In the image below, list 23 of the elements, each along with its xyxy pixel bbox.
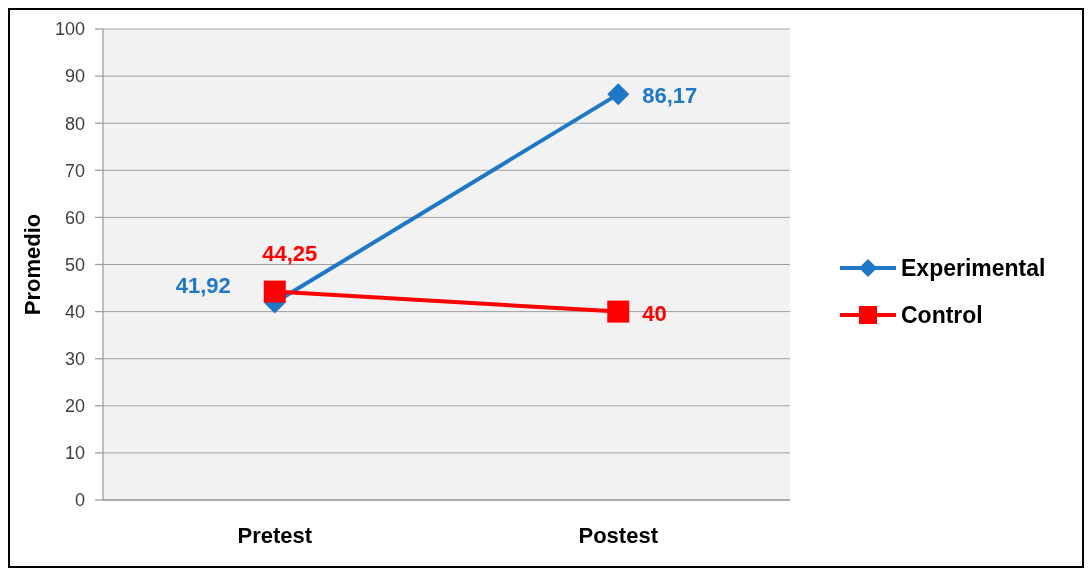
data-label: 44,25 bbox=[262, 240, 318, 266]
point bbox=[607, 300, 630, 323]
y-tick-label: 40 bbox=[64, 301, 85, 322]
x-tick-label: Postest bbox=[578, 522, 659, 548]
data-label: 41,92 bbox=[175, 273, 231, 299]
y-tick-label: 30 bbox=[64, 349, 85, 370]
data-label: 40 bbox=[642, 300, 667, 326]
point bbox=[607, 83, 630, 106]
y-tick-label: 90 bbox=[64, 66, 85, 87]
point bbox=[263, 280, 286, 303]
y-tick-label: 70 bbox=[64, 160, 85, 181]
data-label: 86,17 bbox=[642, 83, 698, 109]
y-tick-label: 80 bbox=[64, 113, 85, 134]
legend-label: Experimental bbox=[901, 254, 1046, 282]
y-tick-label: 20 bbox=[64, 396, 85, 417]
x-tick-label: Pretest bbox=[237, 522, 313, 548]
y-tick-label: 10 bbox=[64, 443, 85, 464]
y-tick-label: 60 bbox=[64, 207, 85, 228]
y-tick-label: 0 bbox=[74, 490, 85, 511]
y-tick-label: 100 bbox=[54, 19, 85, 40]
legend-label: Control bbox=[901, 301, 983, 329]
y-tick-label: 50 bbox=[64, 254, 85, 275]
y-axis-title: Promedio bbox=[19, 213, 45, 316]
